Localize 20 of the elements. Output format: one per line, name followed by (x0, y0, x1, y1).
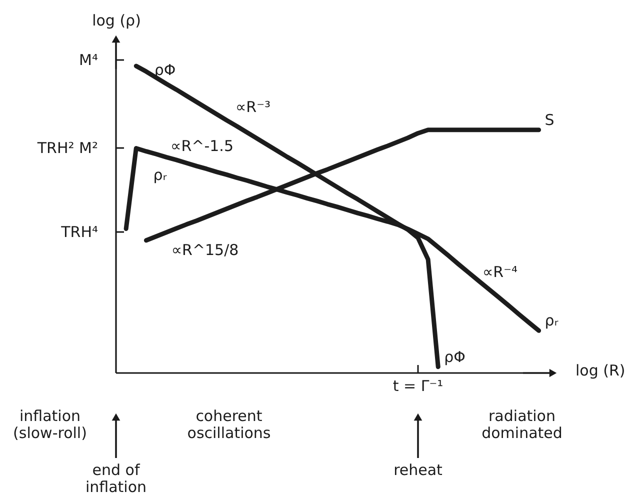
text: M⁴ (79, 51, 98, 69)
text: t = Γ⁻¹ (392, 377, 444, 395)
text: TRH⁴ (60, 223, 98, 241)
annotation: ρᵣ (153, 166, 167, 184)
text: inflation (slow-roll) (13, 407, 87, 442)
annotation: ∝R⁻³ (235, 98, 271, 116)
text: coherent oscillations (187, 407, 271, 442)
text: reheat (394, 461, 443, 479)
text: radiation dominated (482, 407, 562, 442)
text: end of inflation (85, 461, 147, 496)
annotation: ρΦ (154, 61, 176, 79)
annotation: ∝R^15/8 (171, 241, 239, 259)
series-label: ρᵣ (544, 312, 558, 330)
y-axis-title: log (ρ) (92, 12, 141, 30)
annotation: ∝R⁻⁴ (482, 263, 518, 281)
x-axis-title: log (R) (576, 362, 626, 380)
series-label: ρΦ (444, 348, 466, 366)
series-label: S (544, 110, 554, 129)
text: TRH² M² (36, 139, 98, 157)
annotation: ∝R^-1.5 (170, 137, 234, 155)
